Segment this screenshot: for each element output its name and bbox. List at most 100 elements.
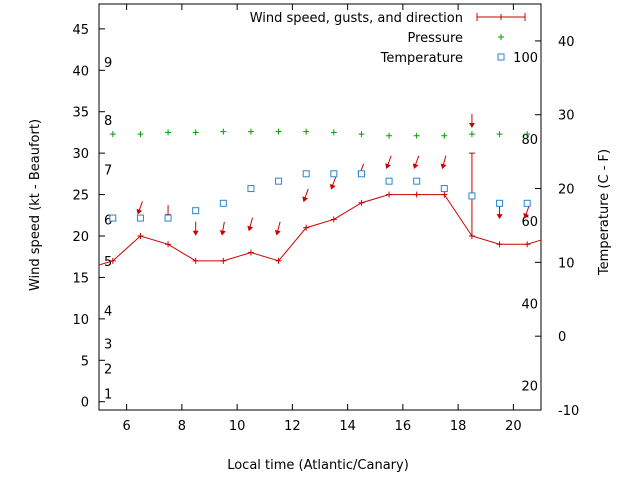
wind-point	[247, 249, 254, 256]
pressure-point	[413, 132, 420, 139]
temperature-point	[468, 192, 476, 200]
wind-direction-arrow	[468, 114, 475, 128]
pressure-point	[468, 131, 475, 138]
pressure-point	[386, 132, 393, 139]
wind-direction-arrow	[302, 188, 309, 203]
temperature-point	[385, 177, 393, 185]
temperature-point	[275, 177, 283, 185]
beaufort-tick-label: 8	[104, 114, 112, 129]
beaufort-tick-label: 6	[104, 213, 112, 228]
legend-label: Temperature	[380, 51, 463, 66]
pressure-point	[441, 132, 448, 139]
wind-point	[303, 224, 310, 231]
beaufort-tick-label: 1	[104, 387, 112, 402]
wind-point	[524, 241, 531, 248]
wind-point	[137, 233, 144, 239]
y-tick-label-right: 40	[558, 35, 575, 50]
pressure-point	[524, 131, 531, 138]
y-tick-label-left: 40	[72, 64, 89, 79]
pressure-point	[192, 129, 199, 136]
temperature-point	[247, 185, 255, 193]
wind-direction-arrow	[136, 201, 143, 215]
series-layer	[99, 114, 558, 266]
y-tick-label-left: 45	[72, 23, 89, 38]
temperature-point	[136, 214, 144, 222]
pressure-point	[109, 131, 116, 138]
pressure-point	[247, 128, 254, 135]
y-tick-label-right: 10	[558, 256, 575, 271]
temperature-point	[413, 177, 421, 185]
wind-point	[330, 216, 337, 223]
y-axis-label-right: Temperature (C - F)	[597, 149, 612, 276]
beaufort-tick-label: 4	[104, 305, 112, 320]
pressure-point	[303, 128, 310, 135]
wind-direction-arrow	[412, 155, 420, 169]
wind-point	[220, 257, 227, 264]
temperature-point	[523, 199, 531, 207]
beaufort-tick-label: 9	[104, 56, 112, 71]
y-tick-label-right: 20	[558, 183, 575, 198]
y-tick-label-right: -10	[558, 404, 579, 419]
temperature-point	[357, 170, 365, 178]
beaufort-tick-label: 3	[104, 338, 112, 353]
y-tick-label-left: 5	[81, 354, 89, 369]
wind-direction-arrow	[523, 205, 530, 219]
fahrenheit-tick-label: 80	[521, 133, 538, 148]
fahrenheit-tick-label: 40	[521, 298, 538, 313]
temperature-point	[192, 207, 200, 215]
fahrenheit-tick-label: 20	[521, 380, 538, 395]
wind-direction-arrow	[274, 221, 281, 236]
wind-point	[275, 257, 282, 264]
x-tick-label: 16	[395, 419, 412, 434]
legend-label: Wind speed, gusts, and direction	[250, 11, 463, 26]
fahrenheit-tick-label: 100	[513, 51, 538, 66]
wind-speed-line	[99, 194, 541, 266]
wind-direction-arrow	[385, 155, 392, 169]
y-axis-label-left: Wind speed (kt - Beaufort)	[28, 119, 43, 291]
x-tick-label: 20	[505, 419, 522, 434]
wind-point	[441, 191, 448, 198]
y-tick-label-right: 30	[558, 109, 575, 124]
temperature-point	[302, 170, 310, 178]
wind-direction-arrow	[496, 205, 503, 220]
wind-direction-arrow	[219, 221, 226, 236]
wind-point	[165, 241, 172, 248]
plot-frame	[98, 3, 542, 411]
x-tick-label: 18	[450, 419, 467, 434]
wind-direction-arrow	[247, 217, 254, 232]
temperature-point	[496, 199, 504, 207]
temperature-point	[330, 170, 338, 178]
pressure-point	[220, 128, 227, 135]
wind-point	[552, 233, 558, 239]
wind-direction-arrow	[440, 155, 447, 170]
wind-point	[413, 191, 420, 198]
pressure-point	[496, 131, 503, 138]
temperature-point	[219, 199, 227, 207]
x-tick-label: 8	[178, 419, 186, 434]
legend-temperature-mark	[497, 53, 505, 61]
pressure-point	[165, 129, 172, 136]
wind-point	[192, 257, 199, 264]
y-tick-label-left: 20	[72, 230, 89, 245]
y-tick-label-left: 25	[72, 189, 89, 204]
legend: Wind speed, gusts, and direction Pressure…	[250, 11, 526, 66]
axes: 6 8 10 12 14 16 18 20051015202530354045-1001020…	[72, 3, 579, 434]
wind-point	[109, 257, 116, 264]
fahrenheit-tick-label: 60	[521, 215, 538, 230]
pressure-point	[358, 131, 365, 138]
pressure-point	[275, 128, 282, 135]
x-tick-label: 12	[284, 419, 301, 434]
x-tick-label: 6	[122, 419, 130, 434]
wind-direction-arrow	[192, 221, 199, 236]
pressure-point	[137, 131, 144, 138]
legend-label: Pressure	[407, 31, 463, 46]
beaufort-tick-label: 7	[104, 164, 112, 179]
pressure-point	[330, 129, 337, 136]
wind-point	[496, 241, 503, 248]
temperature-point	[164, 214, 172, 222]
wind-point	[386, 191, 393, 198]
y-tick-label-left: 0	[81, 396, 89, 411]
y-tick-label-left: 30	[72, 147, 89, 162]
wind-direction-arrow	[329, 176, 337, 190]
